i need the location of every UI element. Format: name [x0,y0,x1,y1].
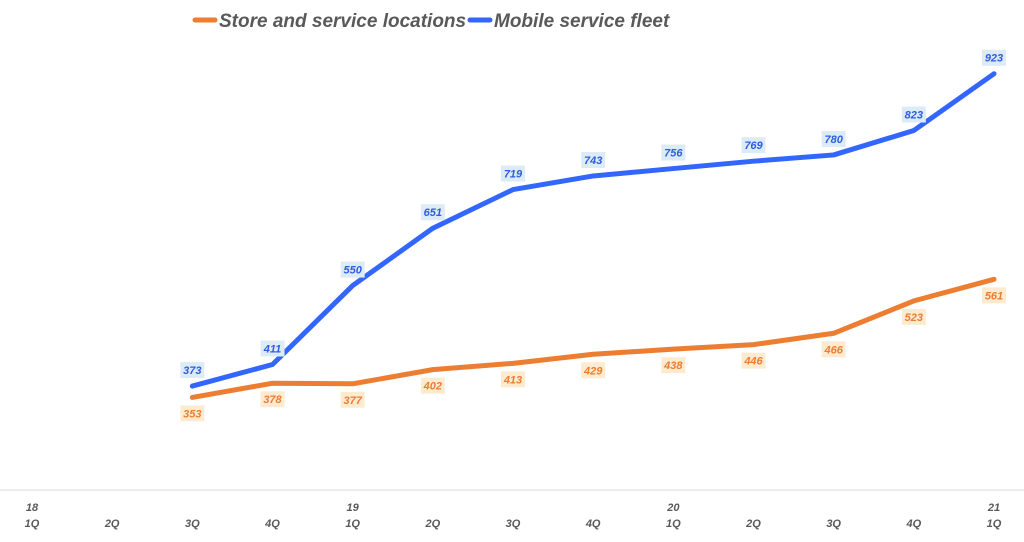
x-tick-quarter: 2Q [104,518,120,530]
data-label-bg [260,391,285,408]
data-label-bg [982,287,1006,304]
data-label: 438 [661,357,686,374]
data-label-text: 823 [905,110,923,122]
data-label: 756 [661,144,686,161]
data-label-bg [420,204,445,221]
data-label-text: 561 [985,290,1003,302]
data-label-text: 378 [263,394,282,406]
x-tick-quarter: 3Q [185,518,200,530]
data-label: 446 [741,352,766,369]
data-label-text: 780 [824,134,843,146]
data-label: 561 [982,287,1006,304]
data-label-bg [501,165,525,182]
x-tick-quarter: 4Q [585,518,601,530]
data-label: 780 [821,130,846,147]
data-label-bg [180,362,205,379]
x-tick-quarter: 4Q [905,518,921,530]
series-line [189,71,997,389]
data-label-bg [340,261,365,278]
data-label-bg [260,340,285,357]
data-label-text: 413 [503,374,522,386]
data-label: 402 [420,377,445,394]
data-label-bg [180,405,205,422]
data-label-text: 411 [263,343,282,355]
legend-item: Mobile service fleet [467,11,670,32]
data-label: 923 [982,49,1006,66]
x-tick-quarter: 3Q [826,518,841,530]
data-label: 769 [741,137,766,154]
x-tick-quarter: 4Q [264,518,280,530]
data-label-bg [340,391,365,408]
x-tick-quarter: 1Q [25,518,40,530]
data-label-bg [821,341,846,358]
data-label-bg [581,362,606,379]
data-label: 651 [420,204,445,221]
data-label-bg [661,144,686,161]
data-label-bg [741,137,766,154]
data-label: 823 [901,106,926,123]
data-label: 719 [501,165,525,182]
x-tick-quarter: 2Q [424,518,440,530]
x-tick-year: 20 [666,502,680,514]
x-tick-quarter: 3Q [506,518,521,530]
legend-label: Mobile service fleet [494,11,670,32]
legend-label: Store and service locations [219,11,466,32]
data-label-text: 438 [663,360,683,372]
data-label-bg [901,106,926,123]
data-label: 413 [501,371,525,388]
data-label: 377 [340,391,365,408]
data-label-bg [581,151,606,168]
data-label-text: 429 [583,365,603,377]
data-label-bg [821,130,846,147]
data-label-text: 756 [664,148,683,160]
data-label: 466 [821,341,846,358]
data-label: 743 [581,151,606,168]
data-label: 373 [180,362,205,379]
data-label-text: 446 [743,356,763,368]
data-label-text: 923 [985,53,1003,65]
data-label: 411 [260,340,285,357]
x-tick-quarter: 1Q [987,518,1002,530]
data-label-bg [661,357,686,374]
data-label-text: 373 [183,365,201,377]
data-label: 550 [340,261,365,278]
series-layer [189,71,997,400]
data-label-text: 466 [823,344,843,356]
x-tick-year: 21 [987,502,1000,514]
data-label-text: 743 [584,155,602,167]
data-label-bg [982,49,1006,66]
data-label: 378 [260,391,285,408]
x-tick-quarter: 1Q [666,518,681,530]
data-label-bg [741,352,766,369]
data-label-text: 402 [423,381,442,393]
x-tick-quarter: 2Q [745,518,761,530]
legend: Store and service locations Mobile servic… [192,11,670,32]
data-label-text: 651 [424,207,442,219]
data-label-text: 377 [343,395,362,407]
data-label: 353 [180,405,205,422]
x-tick-year: 18 [26,502,39,514]
data-label-bg [901,308,926,325]
x-tick-quarter: 1Q [345,518,360,530]
series-line [189,276,997,400]
data-labels-layer: 353 378 377 402 413 429 438 446 466 523 561 373 411 5… [180,49,1006,422]
x-tick-labels: 18 1Q 2Q 3Q 4Q 19 1Q 2Q 3Q 4Q 20 1Q 2Q 3Q 4Q 21 1Q [25,502,1002,530]
data-label-text: 523 [905,312,923,324]
x-tick-year: 19 [347,502,360,514]
data-label-text: 719 [504,169,523,181]
data-label-text: 550 [343,265,362,277]
legend-item: Store and service locations [192,11,466,32]
data-label: 523 [901,308,926,325]
data-label-text: 353 [183,408,201,420]
data-label-text: 769 [744,140,763,152]
data-label: 429 [581,362,606,379]
data-label-bg [501,371,525,388]
data-label-bg [420,377,445,394]
